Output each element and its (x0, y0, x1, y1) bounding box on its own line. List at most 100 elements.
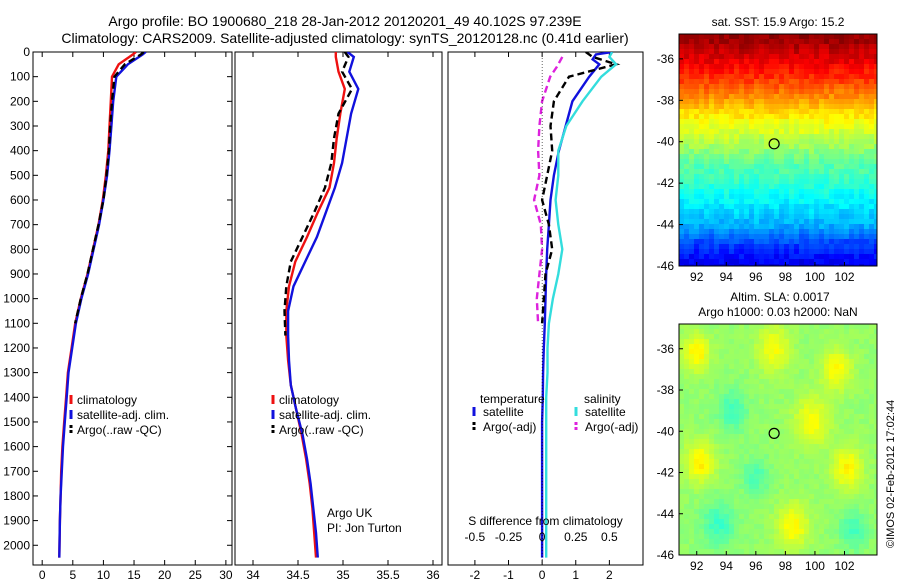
sst_map-cell (839, 219, 844, 224)
sst_map-cell (769, 144, 774, 149)
sst_map-cell (849, 59, 854, 64)
sla_map-cell (864, 419, 869, 424)
sla_map-cell (874, 334, 877, 339)
sla_map-cell (724, 484, 729, 489)
temperature-xtick-label: 25 (189, 568, 203, 580)
sst_map-cell (834, 154, 839, 159)
sla_map-cell (809, 524, 814, 529)
sla_map-cell (699, 464, 704, 469)
sla_map-cell (834, 534, 839, 539)
sla_map-cell (819, 424, 824, 429)
sla_map-cell (714, 429, 719, 434)
sla_map-cell (714, 419, 719, 424)
sst_map-cell (809, 244, 814, 249)
sst_map-cell (744, 74, 749, 79)
sla_map-cell (754, 489, 759, 494)
sst_map-cell (729, 159, 734, 164)
sla_map-cell (829, 389, 834, 394)
sla_map-cell (839, 494, 844, 499)
sst_map-cell (704, 84, 709, 89)
sla_map-cell (734, 514, 739, 519)
sla_map-cell (784, 464, 789, 469)
sla_map-cell (819, 544, 824, 549)
sla_map-cell (759, 414, 764, 419)
sst_map-cell (699, 149, 704, 154)
sst_map-cell (804, 179, 809, 184)
sla_map-cell (869, 534, 874, 539)
sla_map-cell (694, 379, 699, 384)
sla_map-cell (819, 384, 824, 389)
sst_map-cell (744, 219, 749, 224)
sst_map-cell (814, 124, 819, 129)
sst_map-cell (689, 234, 694, 239)
sst_map-cell (699, 249, 704, 254)
sla_map-cell (754, 354, 759, 359)
sst_map-cell (774, 179, 779, 184)
sst_map-cell (749, 84, 754, 89)
sst_map-cell (814, 234, 819, 239)
sla_map-cell (849, 389, 854, 394)
sst_map-cell (784, 124, 789, 129)
sst_map-cell (804, 134, 809, 139)
sla_map-cell (869, 544, 874, 549)
sla_map-cell (849, 544, 854, 549)
sla_map-cell (759, 409, 764, 414)
sla_map-cell (709, 494, 714, 499)
sst_map-cell (859, 209, 864, 214)
sla_map-cell (739, 539, 744, 544)
sst_map-cell (814, 64, 819, 69)
sla_map-cell (844, 334, 849, 339)
sla_map-cell (704, 334, 709, 339)
sla_map-cell (814, 529, 819, 534)
sst_map-cell (729, 59, 734, 64)
sst_map-cell (854, 49, 859, 54)
sla_map-cell (749, 454, 754, 459)
sla_map-cell (679, 414, 684, 419)
sst_map-cell (854, 214, 859, 219)
sst_map-cell (784, 184, 789, 189)
temperature-legend-label: satellite-adj. clim. (77, 408, 169, 422)
sst_map-cell (764, 194, 769, 199)
sla_map-cell (744, 454, 749, 459)
sst_map-cell (809, 64, 814, 69)
sst_map-cell (764, 139, 769, 144)
sst_map-cell (729, 149, 734, 154)
sst_map-cell (724, 214, 729, 219)
sst_map-cell (779, 254, 784, 259)
sst_map-cell (754, 129, 759, 134)
sst_map-cell (709, 114, 714, 119)
sst_map-cell (784, 259, 789, 264)
sst_map-cell (759, 134, 764, 139)
sla_map-cell (719, 514, 724, 519)
sst_map-cell (749, 94, 754, 99)
sla_map-cell (679, 374, 684, 379)
sst_map-cell (699, 124, 704, 129)
sst_map-cell (834, 139, 839, 144)
sla_map-cell (869, 389, 874, 394)
sst_map-cell (709, 184, 714, 189)
sla_map-cell (799, 544, 804, 549)
sst_map-cell (869, 164, 874, 169)
sla_map-cell (859, 434, 864, 439)
sst_map-cell (764, 39, 769, 44)
sla_map-cell (849, 329, 854, 334)
sst_map-cell (839, 79, 844, 84)
sla_map-cell (819, 339, 824, 344)
sst_map-cell (839, 64, 844, 69)
sla_map-cell (849, 374, 854, 379)
sla_map-cell (714, 464, 719, 469)
sst_map-cell (754, 219, 759, 224)
sst_map-cell (844, 194, 849, 199)
sst_map-cell (704, 189, 709, 194)
temperature-ytick-label: 700 (10, 218, 30, 232)
sst_map-cell (779, 174, 784, 179)
sst_map-cell (759, 154, 764, 159)
sst_map-cell (694, 209, 699, 214)
sla_map-cell (734, 509, 739, 514)
sla_map-cell (844, 339, 849, 344)
sst_map-cell (814, 89, 819, 94)
sla_map-cell (789, 529, 794, 534)
sla_map-cell (849, 429, 854, 434)
sla_map-cell (749, 364, 754, 369)
sla_map-cell (754, 344, 759, 349)
